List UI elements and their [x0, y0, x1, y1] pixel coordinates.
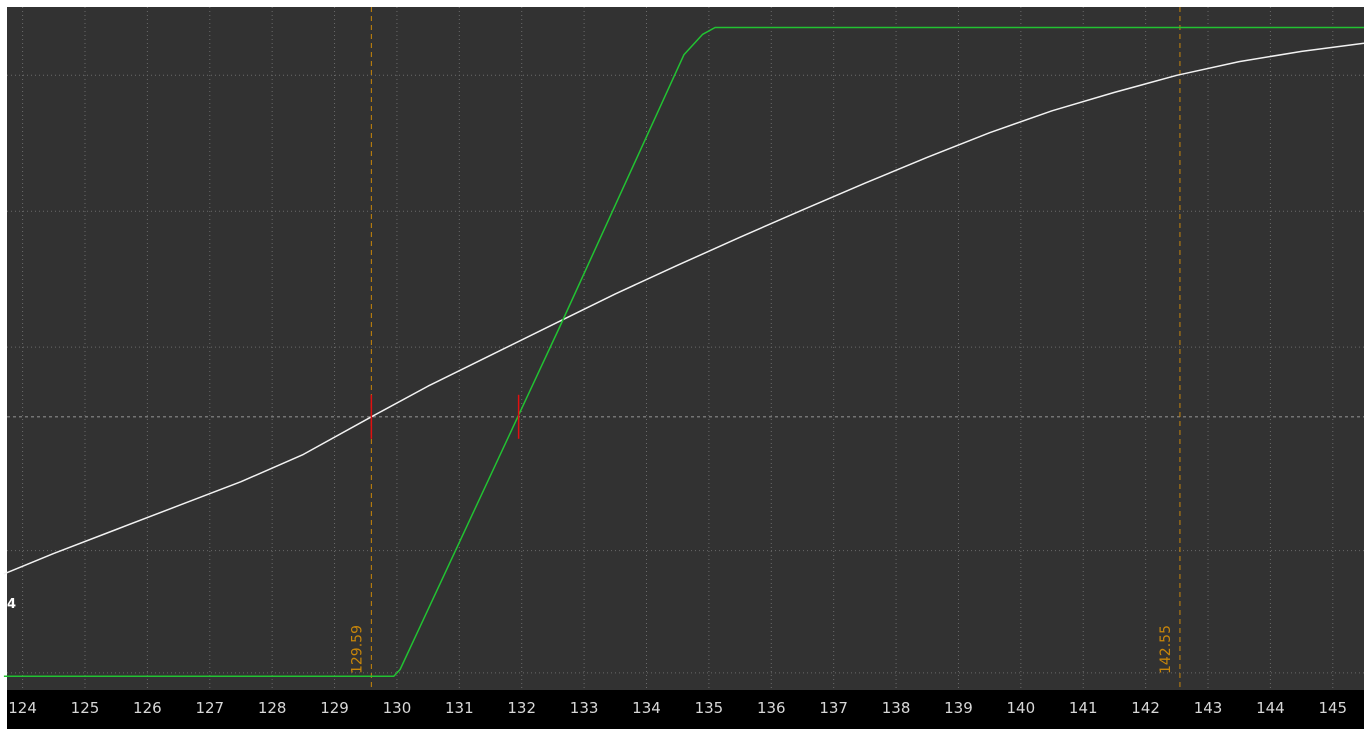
x-tick-label: 139 — [944, 699, 973, 717]
x-tick-label: 130 — [383, 699, 412, 717]
series-line-1 — [3, 26, 1364, 678]
marker-label-0: 129.59 — [349, 625, 365, 674]
x-tick-label: 133 — [570, 699, 599, 717]
vertical-markers: 129.59 142.55 — [349, 7, 1181, 690]
x-axis-bar — [7, 690, 1364, 729]
x-tick-label: 125 — [71, 699, 100, 717]
x-tick-label: 140 — [1007, 699, 1036, 717]
x-axis-tick-labels: 124 125 126 127 128 129 130 131 132 133 134 135 136 1… — [8, 699, 1347, 717]
x-tick-label: 137 — [819, 699, 848, 717]
x-tick-label: 126 — [133, 699, 162, 717]
x-tick-label: 136 — [757, 699, 786, 717]
x-tick-label: 144 — [1256, 699, 1285, 717]
marker-label-1: 142.55 — [1158, 625, 1174, 674]
x-tick-label: 145 — [1318, 699, 1347, 717]
series-lines — [3, 26, 1364, 678]
gridlines — [7, 7, 1364, 690]
x-tick-label: 128 — [258, 699, 287, 717]
x-tick-label: 124 — [8, 699, 37, 717]
x-tick-label: 127 — [195, 699, 224, 717]
x-tick-label: 143 — [1194, 699, 1223, 717]
edge-glyph: 4 — [7, 597, 16, 612]
red-ticks — [370, 394, 520, 439]
plot-background — [7, 7, 1364, 690]
x-tick-label: 134 — [632, 699, 661, 717]
x-tick-label: 135 — [695, 699, 724, 717]
x-tick-label: 138 — [882, 699, 911, 717]
series-line-0 — [3, 42, 1364, 575]
x-tick-label: 131 — [445, 699, 474, 717]
x-tick-label: 141 — [1069, 699, 1098, 717]
x-tick-label: 142 — [1131, 699, 1160, 717]
x-tick-label: 129 — [320, 699, 349, 717]
x-tick-label: 132 — [507, 699, 536, 717]
